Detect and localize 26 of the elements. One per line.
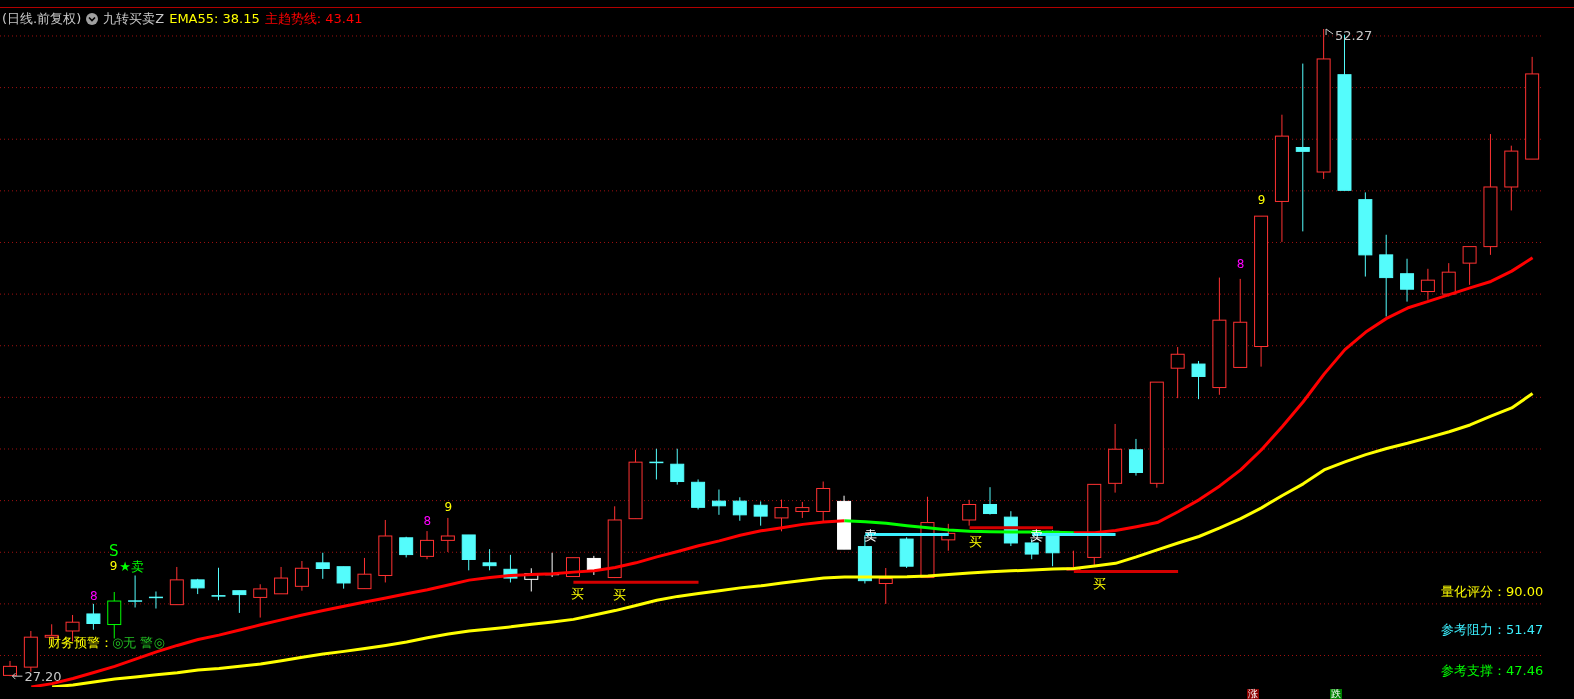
annotation: 参考支撑：47.46 bbox=[1441, 662, 1544, 678]
annotation: 卖 bbox=[1029, 527, 1043, 543]
text: 主趋势线: 43.41 bbox=[264, 9, 363, 28]
annotation: ◎无 警◎ bbox=[112, 634, 165, 650]
text: EMA55: 38.15 bbox=[169, 11, 260, 26]
annotation: 参考阻力：51.47 bbox=[1441, 621, 1544, 637]
annotation: 9 bbox=[444, 500, 453, 514]
annotation: 财务预警： bbox=[48, 634, 113, 650]
text: 跌 bbox=[1330, 688, 1342, 699]
chart-title: (日线.前复权) bbox=[2, 9, 82, 28]
annotation: 9 bbox=[1257, 193, 1266, 207]
annotation: 8 bbox=[1236, 257, 1245, 271]
chart-subtitle: 九转买卖Z bbox=[103, 9, 165, 28]
annotation: 买 bbox=[570, 585, 584, 601]
annotation: 买 bbox=[1093, 575, 1107, 591]
annotation: S bbox=[108, 541, 119, 560]
annotation: ★卖 bbox=[119, 558, 144, 574]
annotation: 9 bbox=[109, 559, 118, 573]
annotation: 量化评分：90.00 bbox=[1441, 583, 1544, 599]
annotation: 买 bbox=[969, 533, 983, 549]
annotation: 27.20 bbox=[24, 668, 62, 684]
annotation: 买 bbox=[612, 586, 626, 602]
annotation: 8 bbox=[423, 514, 432, 528]
text: 涨 bbox=[1247, 688, 1259, 699]
annotation: 8 bbox=[90, 589, 98, 603]
annotation: 52.27 bbox=[1335, 27, 1373, 43]
